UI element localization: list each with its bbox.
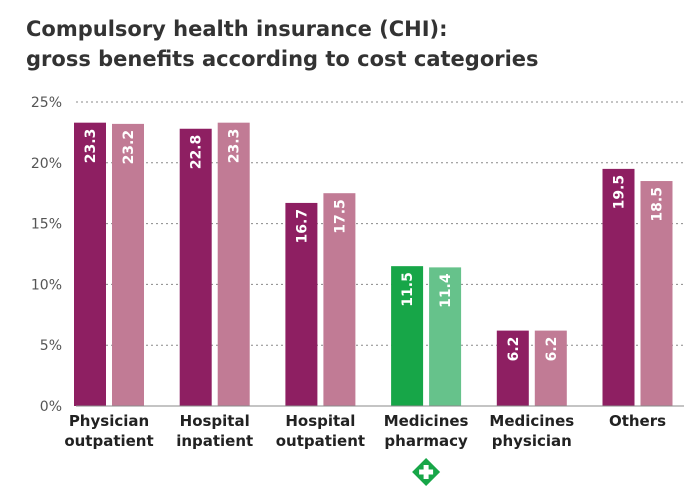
y-tick-label: 5%: [40, 338, 62, 354]
bar-value-label: 6.2: [506, 337, 522, 362]
x-category-label: Medicines: [489, 412, 574, 430]
bar-value-label: 23.3: [83, 129, 99, 164]
bar: [74, 122, 106, 406]
bar-value-label: 19.5: [612, 175, 628, 210]
x-category-label: inpatient: [176, 432, 253, 450]
bar: [602, 168, 635, 406]
y-tick-label: 20%: [31, 156, 62, 172]
bar-value-label: 18.5: [650, 187, 666, 222]
x-category-label: Hospital: [180, 412, 250, 430]
bar: [640, 181, 673, 406]
bar: [112, 123, 144, 406]
bar: [179, 128, 212, 406]
bar: [323, 193, 356, 406]
chart-title: Compulsory health insurance (CHI): gross…: [26, 14, 539, 74]
y-tick-label: 15%: [31, 217, 62, 233]
y-tick-label: 25%: [31, 95, 62, 111]
x-category-label: Hospital: [285, 412, 355, 430]
y-tick-label: 0%: [40, 399, 62, 415]
x-category-label: Medicines: [384, 412, 469, 430]
bar: [429, 267, 462, 406]
x-category-label: Others: [609, 412, 666, 430]
x-category-label: pharmacy: [384, 432, 468, 450]
x-category-label: Physician: [69, 412, 149, 430]
bar-value-label: 11.5: [400, 272, 416, 307]
bar-value-label: 16.7: [294, 209, 310, 244]
bar-value-label: 22.8: [189, 135, 205, 170]
chart-title-line-1: Compulsory health insurance (CHI):: [26, 17, 448, 41]
x-category-label: outpatient: [276, 432, 365, 450]
bar: [285, 202, 318, 406]
x-category-label: outpatient: [64, 432, 153, 450]
bar-value-label: 23.2: [121, 130, 137, 165]
bar: [534, 330, 567, 406]
bar-value-label: 6.2: [544, 337, 560, 362]
bar-value-label: 11.4: [438, 273, 454, 308]
bar-value-label: 23.3: [227, 129, 243, 164]
bar: [391, 266, 424, 406]
chart-title-line-2: gross benefits according to cost categor…: [26, 47, 539, 71]
y-tick-label: 10%: [31, 277, 62, 293]
bar: [496, 330, 529, 406]
bar-value-label: 17.5: [332, 199, 348, 234]
pharmacy-cross-icon: [412, 458, 441, 486]
bar: [217, 122, 250, 406]
x-category-label: physician: [492, 432, 572, 450]
